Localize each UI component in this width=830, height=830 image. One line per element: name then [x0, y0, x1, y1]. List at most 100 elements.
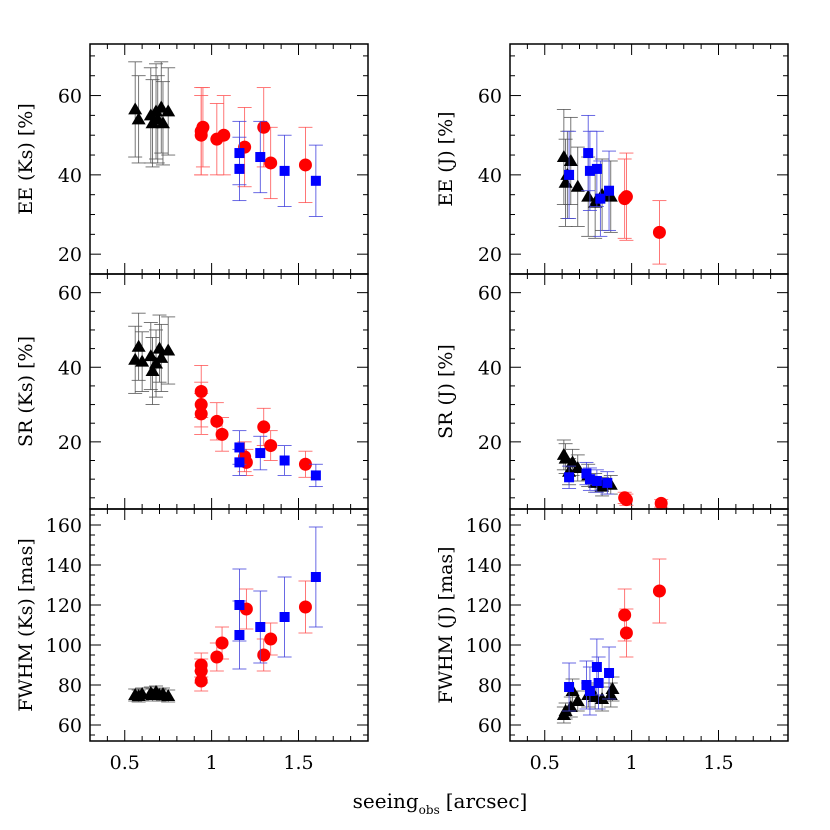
- panel-frame: [509, 273, 789, 510]
- x-tick-label: 1.5: [703, 752, 733, 774]
- data-point: [564, 682, 575, 692]
- data-point: [154, 100, 169, 113]
- data-point: [583, 148, 594, 159]
- data-point: [255, 622, 266, 632]
- data-point: [298, 600, 312, 614]
- data-point: [279, 455, 290, 466]
- data-point: [131, 339, 146, 352]
- x-tick-label: 0.5: [110, 752, 140, 774]
- data-point: [619, 626, 633, 640]
- x-tick-label: 1: [626, 752, 638, 774]
- data-point: [591, 163, 602, 174]
- y-tick-label: 120: [46, 595, 82, 617]
- panel-4: 20 40 60 SR (J) [%]: [435, 273, 789, 510]
- series-triangle: [128, 312, 176, 405]
- data-point: [234, 148, 245, 159]
- data-point: [234, 630, 245, 640]
- data-point: [563, 153, 578, 166]
- data-point: [234, 163, 245, 174]
- series-circle: [194, 364, 313, 478]
- x-tick-label: 1.5: [283, 752, 313, 774]
- y-tick-label: 60: [478, 283, 502, 305]
- panel-frame: [89, 43, 369, 275]
- data-point: [654, 496, 668, 510]
- panel-frame: [509, 508, 789, 742]
- data-point: [152, 341, 167, 354]
- y-tick-label: 40: [58, 165, 82, 187]
- data-point: [581, 680, 592, 690]
- data-point: [584, 165, 595, 176]
- series-triangle: [128, 61, 176, 168]
- data-point: [564, 472, 575, 483]
- data-point: [131, 112, 146, 125]
- data-point: [591, 476, 602, 487]
- data-point: [558, 451, 573, 464]
- y-tick-label: 40: [478, 357, 502, 379]
- x-tick-label: 1: [206, 752, 218, 774]
- data-point: [298, 457, 312, 471]
- data-point: [210, 650, 224, 664]
- data-point: [591, 662, 602, 672]
- data-point: [194, 674, 208, 688]
- data-point: [584, 686, 595, 696]
- y-tick-label: 120: [466, 595, 502, 617]
- x-axis-label-unit: [arcsec]: [446, 789, 528, 813]
- data-point: [310, 470, 321, 481]
- x-axis-label-main: seeing: [353, 789, 419, 813]
- data-point: [298, 158, 312, 172]
- data-point: [652, 584, 666, 598]
- y-tick-label: 140: [466, 555, 502, 577]
- y-tick-label: 80: [478, 675, 502, 697]
- y-tick-label: 60: [58, 715, 82, 737]
- data-point: [652, 225, 666, 239]
- series-circle: [617, 152, 667, 265]
- x-axis-label-subscript: obs: [419, 803, 440, 817]
- data-point: [570, 179, 585, 192]
- y-tick-label: 60: [58, 283, 82, 305]
- series-square: [562, 638, 617, 716]
- panel-frame: [89, 273, 369, 510]
- series-square: [562, 461, 615, 495]
- data-point: [194, 664, 208, 678]
- data-point: [257, 120, 271, 134]
- y-tick-label: 20: [58, 432, 82, 454]
- y-tick-label: 160: [466, 515, 502, 537]
- data-point: [196, 120, 210, 134]
- y-tick-label: 40: [478, 165, 502, 187]
- data-point: [310, 175, 321, 186]
- panel-3: 20 40 60 SR (Ks) [%]: [15, 273, 369, 510]
- data-point: [194, 398, 208, 412]
- y-tick-label: 20: [478, 432, 502, 454]
- data-point: [570, 460, 585, 473]
- y-tick-label: 60: [478, 715, 502, 737]
- y-tick-label: 60: [478, 86, 502, 108]
- data-point: [310, 572, 321, 582]
- data-point: [154, 350, 169, 363]
- series-triangle: [128, 685, 176, 703]
- data-point: [602, 477, 613, 488]
- data-point: [556, 150, 571, 163]
- data-point: [588, 195, 603, 208]
- x-tick-label: 0.5: [530, 752, 560, 774]
- data-point: [234, 600, 245, 610]
- series-circle: [194, 87, 313, 204]
- data-point: [581, 189, 596, 202]
- y-tick-label: 100: [46, 635, 82, 657]
- data-point: [161, 104, 176, 117]
- data-point: [255, 152, 266, 163]
- data-point: [264, 632, 278, 646]
- data-point: [143, 349, 158, 362]
- data-point: [619, 493, 633, 507]
- data-point: [135, 354, 150, 367]
- panel-frame: [89, 508, 369, 742]
- data-point: [279, 165, 290, 176]
- panel-1: 20 40 60 EE (Ks) [%]: [15, 43, 369, 275]
- data-point: [257, 420, 271, 434]
- data-point: [194, 407, 208, 421]
- panel-6: 0.5 1 1.5 60 80 100 120 140 160 FWHM (J) [mas]: [435, 508, 789, 774]
- data-point: [161, 343, 176, 356]
- data-point: [584, 474, 595, 485]
- x-axis-label: seeingobs [arcsec]: [353, 789, 528, 817]
- y-axis-label: FWHM (J) [mas]: [435, 546, 457, 703]
- panel-frame: [509, 43, 789, 275]
